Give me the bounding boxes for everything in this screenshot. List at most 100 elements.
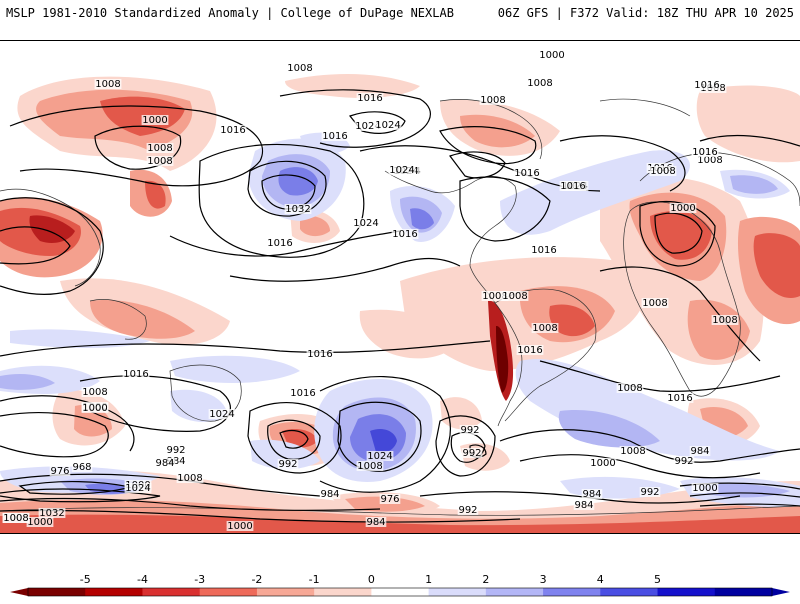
isobar-label: 1032 [39, 508, 64, 519]
isobar [449, 151, 506, 179]
isobar-label: 1024 [209, 409, 234, 420]
colorbar-segment [142, 588, 201, 596]
colorbar-tick-label: -2 [251, 573, 262, 586]
isobar-label-bg [696, 155, 724, 165]
isobar-label: 984 [166, 456, 185, 467]
isobar-label-bg [94, 79, 122, 89]
isobar-label-bg [71, 462, 93, 472]
isobar-label: 984 [582, 489, 601, 500]
isobar-label-bg [26, 517, 54, 527]
isobar-label: 976 [50, 466, 69, 477]
isobar [279, 89, 431, 148]
isobar [519, 454, 761, 479]
anomaly-patch [345, 496, 425, 512]
colorbar-tick-label: 3 [540, 573, 547, 586]
isobar-label: 1016 [531, 245, 556, 256]
isobar-label: 1008 [527, 78, 552, 89]
isobar [699, 134, 800, 147]
isobar-label: 1008 [177, 473, 202, 484]
isobar-label: 1008 [147, 143, 172, 154]
isobar-label: 1008 [620, 446, 645, 457]
colorbar-legend: -5 -4 -3 -2 -1 0 1 2 3 4 5 [10, 573, 790, 597]
isobar-label: 1016 [514, 168, 539, 179]
isobar-label: 1000 [670, 203, 695, 214]
isobar-label-bg [208, 409, 236, 419]
isobar [0, 197, 104, 295]
isobar-label-bg [479, 95, 507, 105]
isobar-label-bg [388, 165, 416, 175]
anomaly-patch [730, 175, 778, 194]
colorbar-tick-label: -1 [309, 573, 320, 586]
isobar-label-bg [516, 345, 544, 355]
isobar-label: 1032 [285, 204, 310, 215]
isobar-label-bg [538, 50, 566, 60]
isobar-label-bg [581, 489, 603, 499]
isobar [267, 419, 321, 460]
anomaly-patch [170, 355, 300, 383]
isobar-label-bg [531, 323, 559, 333]
isobar-label-bg [38, 508, 66, 518]
coastline [169, 364, 242, 422]
anomaly-patch [515, 359, 780, 461]
colorbar-segment [428, 588, 487, 596]
isobar-label: 1016 [667, 393, 692, 404]
isobar-label-bg [146, 143, 174, 153]
isobar-label-bg [277, 459, 299, 469]
isobar-label: 992 [458, 505, 477, 516]
colorbar-segment [657, 588, 716, 596]
isobar-label-bg [354, 121, 382, 131]
isobar-label-bg [286, 63, 314, 73]
colorbar-tick-label: 4 [597, 573, 604, 586]
isobar-label-bg [711, 315, 739, 325]
isobar-label: 968 [72, 462, 91, 473]
isobar [247, 401, 342, 474]
isobar-label: 984 [366, 517, 385, 528]
colorbar-right-arrow [772, 588, 790, 596]
anomaly-patch [90, 300, 195, 339]
colorbar-tick-label: -5 [80, 573, 91, 586]
isobar-label: 1016 [357, 93, 382, 104]
isobar-label: 984 [320, 489, 339, 500]
isobar-label: 1000 [142, 115, 167, 126]
isobar-label-bg [81, 387, 109, 397]
isobar-label: 1016 [392, 229, 417, 240]
colorbar-segment [543, 588, 601, 596]
isobar-label: 1008 [3, 513, 28, 524]
isobar-label-bg [49, 466, 71, 476]
isobar-label-bg [122, 369, 150, 379]
isobar-label-bg [356, 461, 384, 471]
isobar-label: 1000 [27, 517, 52, 528]
anomaly-patch [278, 167, 318, 196]
isobar-label-bg [559, 181, 587, 191]
isobar-label-bg [81, 403, 109, 413]
isobar-label-bg [266, 238, 294, 248]
isobar [459, 176, 551, 242]
isobar-label-bg [461, 448, 483, 458]
isobar-label: 1000 [539, 50, 564, 61]
colorbar-tick-label: 5 [654, 573, 661, 586]
isobar-label: 992 [460, 425, 479, 436]
isobar-label: 992 [462, 448, 481, 459]
coastline [639, 152, 800, 207]
isobar-label: 1000 [590, 458, 615, 469]
isobar-label-bg [691, 483, 719, 493]
isobar [0, 412, 109, 458]
anomaly-patch [687, 299, 750, 360]
isobar [349, 111, 406, 134]
isobar-label-bg [366, 451, 394, 461]
isobar-label-bg [619, 446, 647, 456]
isobar-label-bg [457, 505, 479, 515]
anomaly-patch [29, 215, 75, 243]
anomaly-patch [300, 215, 330, 237]
colorbar-segment [314, 588, 372, 596]
colorbar-segment [199, 588, 258, 596]
isobar [599, 266, 761, 362]
isobar-label: 1008 [532, 323, 557, 334]
isobar-label-bg [673, 456, 695, 466]
isobar-label: 1024 [355, 121, 380, 132]
coastline [494, 288, 597, 422]
isobar-label: 1008 [357, 461, 382, 472]
isobar-label-bg [379, 494, 401, 504]
isobar [0, 340, 491, 357]
isobar [559, 135, 686, 192]
